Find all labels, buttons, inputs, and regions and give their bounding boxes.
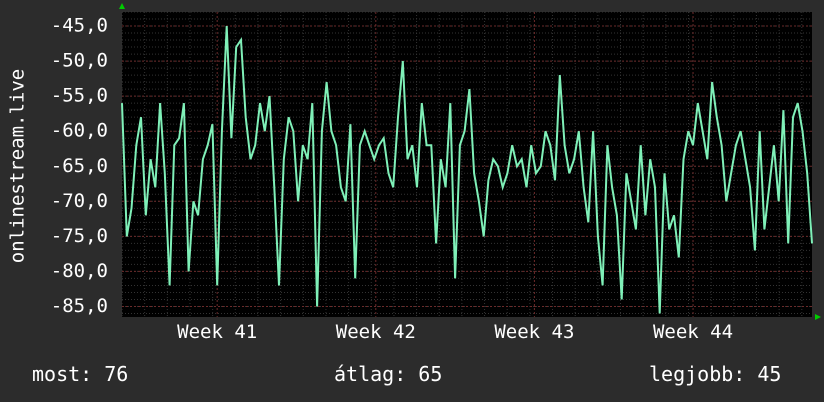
y-axis-label: onlinestream.live [7,69,29,263]
y-tick-label: -60,0 [51,120,108,142]
x-axis-arrow [815,314,821,320]
average-value: átlag: 65 [334,362,443,386]
y-tick-label: -45,0 [51,15,108,37]
y-axis-arrow [119,3,125,9]
chart: -45,0 -50,0 -55,0 -60,0 -65,0 -70,0 -75,0 -80,0… [7,3,821,343]
plot-area [122,12,812,317]
current-value: most: 76 [32,362,129,386]
x-tick-label: Week 44 [653,321,733,343]
y-tick-label: -70,0 [51,190,108,212]
y-tick-label: -75,0 [51,225,108,247]
axis-arrows [119,3,821,320]
y-tick-label: -65,0 [51,155,108,177]
series-line [121,25,813,314]
x-axis-ticks: Week 41 Week 42 Week 43 Week 44 [177,321,733,343]
y-tick-label: -85,0 [51,295,108,317]
y-axis-ticks: -45,0 -50,0 -55,0 -60,0 -65,0 -70,0 -75,0 -80,0… [51,15,108,317]
best-value: legjobb: 45 [649,362,782,386]
x-tick-label: Week 41 [177,321,257,343]
y-tick-label: -80,0 [51,260,108,282]
y-tick-label: -55,0 [51,85,108,107]
x-tick-label: Week 42 [336,321,416,343]
x-tick-label: Week 43 [494,321,574,343]
y-tick-label: -50,0 [51,50,108,72]
